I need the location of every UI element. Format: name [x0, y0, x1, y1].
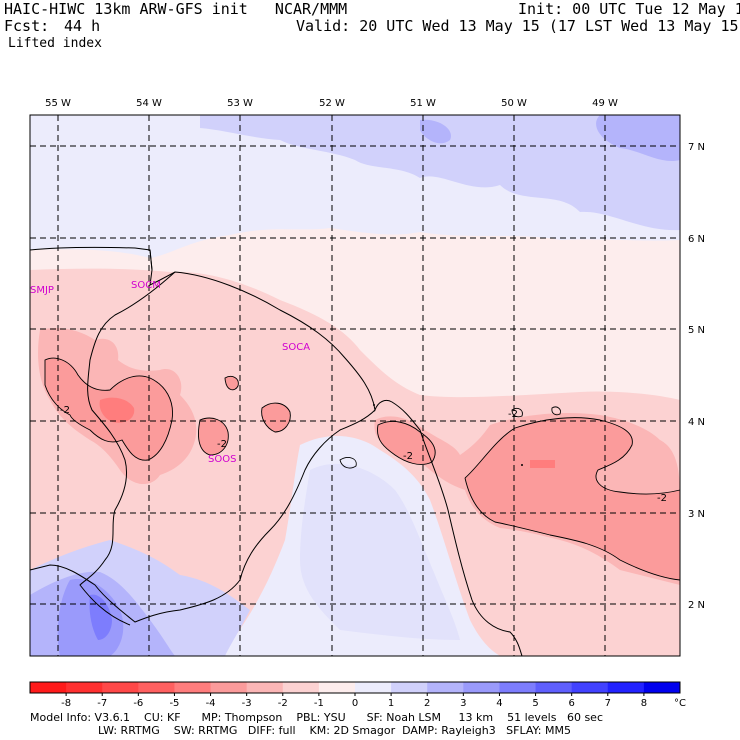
- station-label: SOOS: [208, 454, 236, 465]
- colorbar-tick-label: 5: [532, 698, 538, 709]
- lat-label: 5 N: [688, 325, 705, 336]
- field-name: Lifted index: [8, 36, 102, 51]
- station-label: SMJP: [30, 285, 54, 296]
- colorbar-swatch: [246, 682, 284, 693]
- model-info-line-1: Model Info: V3.6.1 CU: KF MP: Thompson P…: [30, 711, 603, 724]
- contour-label: -2: [60, 405, 70, 416]
- colorbar-tick-label: -4: [206, 698, 216, 709]
- colorbar-swatch: [643, 682, 681, 693]
- lon-label: 52 W: [319, 98, 345, 109]
- colorbar-swatch: [66, 682, 103, 693]
- lat-label: 2 N: [688, 600, 705, 611]
- lon-label: 51 W: [410, 98, 436, 109]
- colorbar-swatch: [282, 682, 320, 693]
- colorbar-tick-label: 4: [496, 698, 502, 709]
- contour-label: -2: [508, 409, 518, 420]
- colorbar-swatch: [427, 682, 464, 693]
- forecast-label: Fcst:: [4, 17, 50, 35]
- colorbar-tick-label: 8: [641, 698, 647, 709]
- valid-time: Valid: 20 UTC Wed 13 May 15 (17 LST Wed …: [296, 17, 740, 35]
- lon-label: 49 W: [592, 98, 618, 109]
- colorbar-swatch: [318, 682, 356, 693]
- colorbar: -8 -7 -6 -5 -4 -3 -2 -1 0 1 2 3 4 5 6 7 8 °C: [29, 681, 686, 709]
- lon-label: 54 W: [136, 98, 162, 109]
- colorbar-tick-label: 3: [460, 698, 466, 709]
- colorbar-unit: °C: [674, 698, 686, 709]
- colorbar-swatch: [499, 682, 537, 693]
- colorbar-tick-label: -1: [314, 698, 324, 709]
- model-info-line-2: LW: RRTMG SW: RRTMG DIFF: full KM: 2D Sm…: [98, 724, 571, 737]
- lat-label: 7 N: [688, 142, 705, 153]
- colorbar-tick-label: 2: [424, 698, 430, 709]
- colorbar-tick-label: 6: [568, 698, 574, 709]
- lat-label: 6 N: [688, 234, 705, 245]
- graticule: [30, 115, 680, 656]
- colorbar-tick-label: -7: [97, 698, 107, 709]
- contour-minus-2: [44, 357, 681, 581]
- contour-label: -2: [217, 439, 227, 450]
- station-labels: SMJP SOCM SOCA SOOS: [30, 280, 310, 465]
- station-label: SOCM: [131, 280, 161, 291]
- latitude-labels: 7 N 6 N 5 N 4 N 3 N 2 N: [688, 142, 705, 611]
- colorbar-tick-label: -6: [133, 698, 143, 709]
- colorbar-tick-label: -2: [278, 698, 288, 709]
- lon-label: 50 W: [501, 98, 527, 109]
- lat-label: 4 N: [688, 417, 705, 428]
- colorbar-tick-label: -5: [169, 698, 179, 709]
- colorbar-swatch: [355, 682, 392, 693]
- forecast-hour: 44 h: [64, 17, 101, 35]
- colorbar-swatch: [102, 682, 139, 693]
- colorbar-swatch: [174, 682, 212, 693]
- station-dot: [373, 404, 375, 406]
- colorbar-tick-label: -8: [61, 698, 71, 709]
- map-frame: [29, 114, 681, 657]
- station-dot: [521, 464, 523, 466]
- model-title: HAIC-HIWC 13km ARW-GFS init NCAR/MMM: [4, 0, 348, 18]
- init-time: Init: 00 UTC Tue 12 May 15: [518, 0, 740, 18]
- longitude-labels: 55 W 54 W 53 W 52 W 51 W 50 W 49 W: [45, 98, 618, 109]
- contour-labels: -2 -2 -2 -2 -2: [60, 405, 667, 504]
- colorbar-swatch: [607, 682, 645, 693]
- colorbar-swatch: [571, 682, 609, 693]
- contour-label: -2: [403, 451, 413, 462]
- lon-label: 55 W: [45, 98, 71, 109]
- colorbar-swatch: [210, 682, 248, 693]
- colorbar-swatch: [535, 682, 573, 693]
- colorbar-swatch: [30, 682, 67, 693]
- colorbar-swatch: [138, 682, 175, 693]
- colorbar-tick-label: -3: [242, 698, 252, 709]
- colorbar-swatch: [391, 682, 428, 693]
- lon-label: 53 W: [227, 98, 253, 109]
- station-label: SOCA: [282, 342, 310, 353]
- colorbar-tick-label: 1: [388, 698, 394, 709]
- colorbar-tick-label: 7: [605, 698, 611, 709]
- lat-label: 3 N: [688, 509, 705, 520]
- colorbar-tick-label: 0: [352, 698, 358, 709]
- contour-label: -2: [657, 493, 667, 504]
- colorbar-swatch: [463, 682, 500, 693]
- map-fill: [30, 115, 680, 656]
